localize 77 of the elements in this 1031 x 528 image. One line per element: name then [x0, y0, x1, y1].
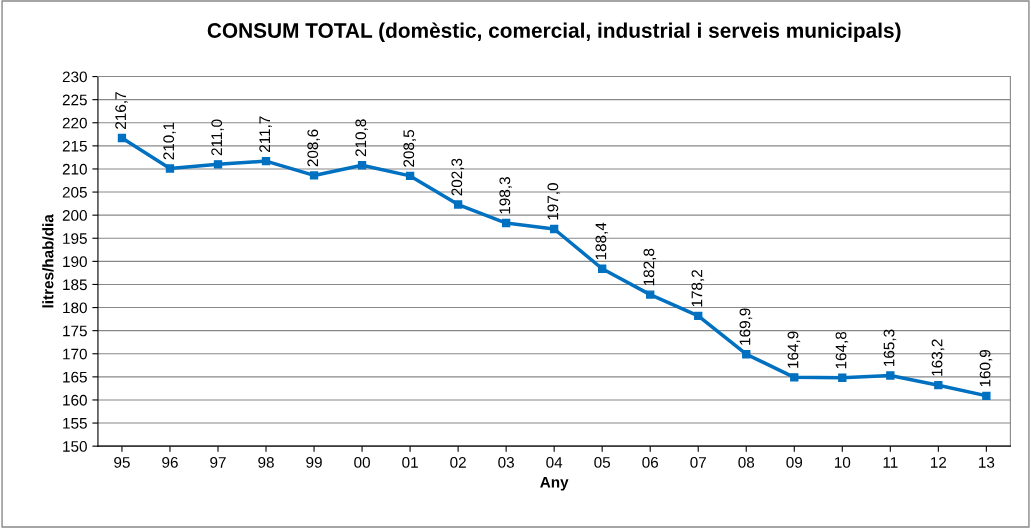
point	[117, 133, 127, 143]
y-tick-label: 155	[63, 418, 87, 429]
data-label: 211,7	[259, 116, 272, 152]
x-tick-label: 96	[162, 456, 178, 468]
data-label: 163,2	[931, 339, 945, 376]
data-label: 169,9	[739, 308, 753, 345]
y-tick-label: 220	[62, 117, 87, 129]
y-axis-title: litres/hab/dia	[42, 214, 54, 308]
data-label: 165,3	[883, 329, 897, 366]
point	[742, 350, 751, 359]
data-label: 208,6	[307, 129, 320, 167]
point	[309, 171, 319, 180]
x-tick-label: 02	[450, 456, 466, 468]
x-tick-label: 03	[498, 456, 514, 468]
x-tick-label: 01	[402, 456, 418, 468]
point	[213, 160, 223, 169]
x-tick-label: 06	[642, 456, 659, 468]
x-tick-label: 05	[594, 456, 611, 468]
y-tick-label: 225	[62, 94, 87, 106]
x-tick-label: 04	[546, 456, 563, 468]
data-label: 211,0	[211, 119, 224, 156]
point	[886, 371, 895, 380]
data-label: 164,9	[787, 331, 801, 368]
y-tick-label: 185	[63, 279, 87, 291]
point	[501, 218, 511, 228]
data-label: 197,0	[547, 183, 561, 220]
chart-title: CONSUM TOTAL (domèstic, comercial, industrial i serveis municipals)	[207, 22, 901, 42]
data-label: 216,7	[115, 92, 128, 129]
y-tick-label: 175	[63, 325, 87, 337]
x-tick-label: 00	[354, 456, 370, 468]
y-tick-label: 230	[62, 71, 87, 83]
point	[165, 164, 175, 173]
point	[549, 224, 559, 234]
y-tick-label: 215	[62, 140, 87, 152]
point	[982, 391, 991, 400]
y-tick-label: 200	[62, 210, 87, 221]
data-label: 178,2	[691, 270, 705, 307]
point	[790, 373, 799, 382]
x-tick-label: 13	[979, 456, 995, 468]
x-tick-label: 07	[690, 456, 706, 468]
data-label: 188,4	[595, 222, 609, 260]
point	[598, 264, 607, 273]
data-label: 164,8	[835, 331, 849, 369]
y-tick-label: 180	[63, 302, 87, 314]
data-label: 182,8	[643, 248, 657, 286]
x-axis-title: Any	[540, 476, 569, 491]
y-tick-label: 165	[63, 371, 87, 383]
data-label: 160,9	[979, 349, 993, 387]
x-tick-label: 11	[883, 457, 898, 468]
x-tick-label: 12	[931, 456, 947, 468]
point	[261, 156, 271, 166]
x-tick-label: 99	[306, 456, 322, 468]
data-label: 208,5	[403, 129, 416, 167]
x-tick-label: 09	[786, 456, 803, 468]
x-tick-label: 10	[834, 456, 851, 468]
point	[646, 290, 655, 299]
x-tick-label: 97	[210, 456, 226, 468]
data-label: 202,3	[451, 158, 465, 196]
y-tick-label: 170	[63, 348, 87, 360]
data-label: 210,1	[163, 122, 176, 160]
y-tick-label: 195	[63, 233, 87, 244]
point	[357, 161, 367, 170]
point	[838, 373, 847, 382]
x-tick-label: 08	[738, 456, 755, 468]
point	[694, 311, 703, 321]
point	[934, 381, 943, 390]
data-label: 210,8	[355, 119, 368, 157]
x-tick-label: 98	[258, 456, 274, 468]
y-tick-label: 160	[63, 394, 87, 406]
y-tick-label: 210	[62, 163, 87, 175]
y-tick-label: 190	[63, 256, 87, 268]
x-tick-label: 95	[114, 456, 130, 468]
data-label: 198,3	[499, 177, 513, 214]
point	[405, 171, 415, 181]
y-tick-label: 150	[63, 441, 87, 452]
y-tick-label: 205	[62, 186, 87, 198]
point	[453, 200, 463, 209]
